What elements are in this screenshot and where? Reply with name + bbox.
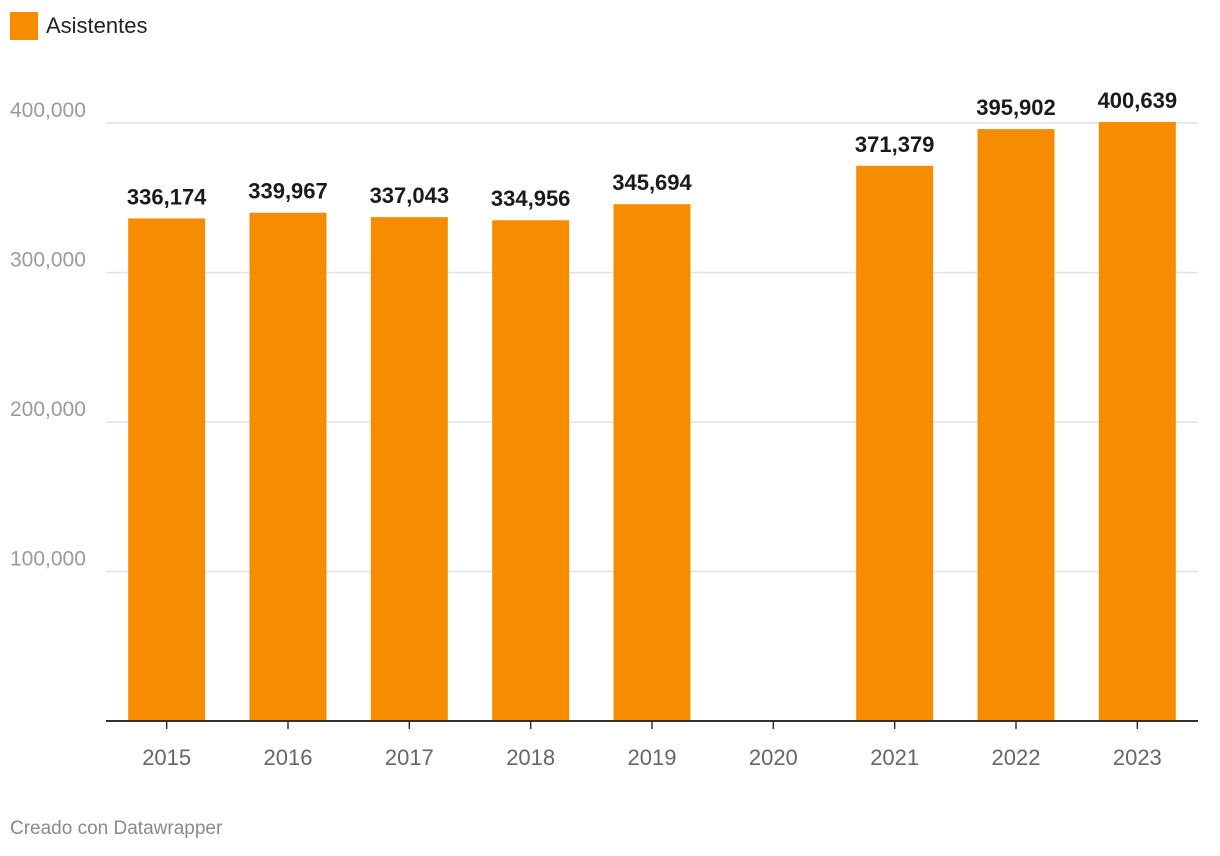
bar-2022 bbox=[977, 129, 1055, 721]
x-tick-label-2022: 2022 bbox=[992, 745, 1041, 770]
bar-2021 bbox=[856, 165, 934, 721]
data-label-2015: 336,174 bbox=[127, 184, 207, 209]
x-axis: 2015 2016 2017 2018 2019 2020 2021 2022 2023 bbox=[106, 720, 1198, 770]
x-tick-label-2015: 2015 bbox=[142, 745, 191, 770]
bar-2016 bbox=[249, 212, 327, 721]
legend-swatch bbox=[10, 12, 38, 40]
bar-2015 bbox=[128, 218, 206, 722]
bars bbox=[128, 122, 1176, 722]
legend: Asistentes bbox=[10, 12, 148, 40]
y-tick-label: 400,000 bbox=[10, 99, 86, 122]
data-labels: 336,174 339,967 337,043 334,956 345,694 371,3… bbox=[127, 88, 1177, 211]
bar-2019 bbox=[613, 204, 691, 721]
bar-2023 bbox=[1098, 122, 1176, 722]
data-label-2022: 395,902 bbox=[976, 95, 1056, 120]
x-tick-label-2023: 2023 bbox=[1113, 745, 1162, 770]
footer-credit: Creado con Datawrapper bbox=[10, 818, 223, 839]
x-tick-label-2016: 2016 bbox=[264, 745, 313, 770]
data-label-2019: 345,694 bbox=[612, 170, 692, 195]
y-tick-label: 100,000 bbox=[10, 548, 86, 571]
x-tick-label-2017: 2017 bbox=[385, 745, 434, 770]
x-tick-label-2019: 2019 bbox=[628, 745, 677, 770]
data-label-2016: 339,967 bbox=[248, 179, 328, 204]
data-label-2021: 371,379 bbox=[855, 132, 935, 157]
data-label-2023: 400,639 bbox=[1098, 88, 1178, 113]
data-label-2017: 337,043 bbox=[370, 183, 450, 208]
y-tick-label: 300,000 bbox=[10, 249, 86, 272]
x-tick-label-2021: 2021 bbox=[870, 745, 919, 770]
data-label-2018: 334,956 bbox=[491, 186, 571, 211]
legend-label: Asistentes bbox=[46, 13, 148, 38]
x-tick-label-2020: 2020 bbox=[749, 745, 798, 770]
bar-2018 bbox=[492, 220, 570, 721]
x-tick-label-2018: 2018 bbox=[506, 745, 555, 770]
y-tick-label: 200,000 bbox=[10, 398, 86, 421]
bar-2017 bbox=[370, 217, 448, 721]
